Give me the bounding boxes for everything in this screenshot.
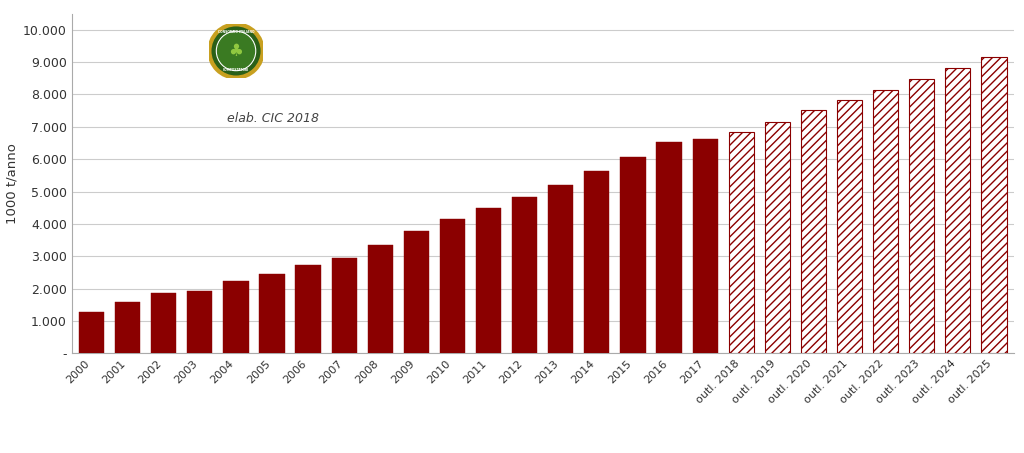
Bar [476, 208, 501, 353]
Bar [692, 139, 718, 353]
Bar [332, 258, 356, 353]
Bar [765, 122, 790, 353]
Bar [79, 312, 104, 353]
Circle shape [216, 31, 256, 71]
Text: CONSORZIO ITALIANO: CONSORZIO ITALIANO [218, 30, 254, 34]
Text: ♣: ♣ [228, 42, 244, 60]
Bar [945, 67, 971, 353]
Circle shape [217, 33, 255, 69]
Bar [368, 245, 393, 353]
Bar [152, 294, 176, 353]
Bar [296, 265, 321, 353]
Bar [621, 157, 645, 353]
Bar [585, 170, 609, 353]
Bar [115, 302, 140, 353]
Bar [837, 100, 862, 353]
Bar [981, 57, 1007, 353]
Bar [548, 185, 573, 353]
Bar [223, 281, 249, 353]
Bar [801, 110, 826, 353]
Text: elab. CIC 2018: elab. CIC 2018 [227, 112, 319, 125]
Bar [512, 198, 538, 353]
Y-axis label: 1000 t/anno: 1000 t/anno [6, 143, 18, 224]
Text: COMPOSTATORI: COMPOSTATORI [223, 68, 249, 72]
Circle shape [209, 24, 263, 77]
Bar [403, 231, 429, 353]
Bar [729, 132, 754, 353]
Bar [440, 219, 465, 353]
Bar [259, 275, 285, 353]
Bar [873, 90, 898, 353]
Bar [909, 79, 934, 353]
Bar [187, 291, 212, 353]
Bar [656, 142, 682, 353]
